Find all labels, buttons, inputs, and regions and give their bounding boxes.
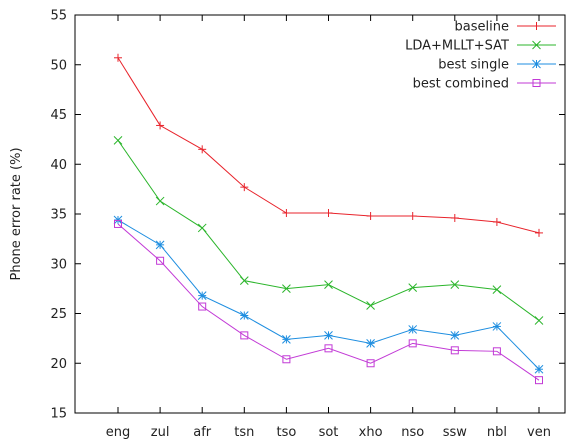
y-tick-label: 55: [50, 9, 67, 24]
data-point: [324, 344, 333, 353]
series-1: [113, 136, 544, 325]
series-line: [117, 140, 540, 321]
y-tick-label: 40: [50, 158, 67, 173]
x-tick-label: ssw: [443, 425, 468, 439]
data-point: [282, 355, 291, 364]
x-tick-label: xho: [359, 425, 383, 439]
data-point: [197, 223, 207, 233]
legend-swatch-marker: [532, 79, 541, 87]
legend: baseline LDA+MLLT+SAT best single best comb…: [405, 20, 556, 92]
y-tick-label: 45: [50, 108, 67, 123]
data-point: [450, 331, 460, 340]
legend-label: best single: [438, 58, 509, 73]
data-point: [408, 283, 418, 292]
data-point: [239, 276, 249, 286]
data-point: [324, 209, 333, 218]
data-point: [282, 284, 291, 293]
series-line: [117, 223, 540, 381]
data-point: [534, 364, 544, 374]
x-tick-label: afr: [193, 425, 212, 439]
data-point: [240, 331, 249, 340]
data-point: [408, 211, 417, 220]
y-axis: 15 20 25 30 35 40 45 50 55: [50, 9, 565, 422]
data-point: [366, 211, 375, 220]
y-axis-label: Phone error rate (%): [9, 147, 24, 280]
legend-label: baseline: [455, 20, 509, 35]
data-point: [114, 219, 122, 228]
data-point: [492, 347, 501, 356]
series-0: [114, 53, 543, 237]
y-tick-label: 50: [50, 58, 67, 73]
data-point: [366, 301, 375, 310]
x-tick-label: tso: [276, 425, 296, 439]
data-point: [198, 145, 207, 154]
series-group: [113, 53, 544, 385]
data-point: [535, 376, 543, 385]
data-point: [197, 291, 207, 300]
data-point: [324, 331, 333, 340]
data-point: [492, 285, 502, 294]
x-tick-label: nbl: [487, 425, 507, 439]
data-point: [324, 280, 333, 289]
data-point: [114, 53, 122, 62]
x-tick-label: ven: [527, 425, 551, 439]
x-axis: eng zul afr tsn tso sot xho nso ssw nbl ven: [106, 15, 551, 439]
data-point: [492, 217, 501, 226]
data-point: [408, 325, 418, 334]
data-point: [156, 256, 165, 265]
x-tick-label: sot: [319, 425, 339, 439]
data-point: [155, 240, 165, 250]
y-tick-label: 20: [50, 357, 67, 372]
y-tick-label: 15: [50, 407, 67, 422]
data-point: [198, 302, 207, 311]
legend-swatch-marker: [532, 22, 541, 30]
x-tick-label: tsn: [234, 425, 254, 439]
data-point: [450, 280, 460, 289]
data-point: [366, 359, 375, 368]
data-point: [239, 311, 249, 320]
legend-swatch-marker: [532, 59, 541, 69]
legend-label: best combined: [413, 77, 509, 92]
data-point: [240, 183, 249, 192]
data-point: [282, 335, 291, 344]
data-point: [408, 339, 417, 348]
data-point: [450, 213, 459, 222]
y-tick-label: 25: [50, 307, 67, 322]
series-line: [117, 219, 540, 370]
x-tick-label: eng: [106, 425, 131, 439]
data-point: [282, 209, 291, 218]
data-point: [535, 228, 543, 237]
x-tick-label: nso: [401, 425, 424, 439]
data-point: [534, 316, 544, 325]
x-tick-label: zul: [151, 425, 170, 439]
plot-area-frame: [74, 14, 566, 414]
data-point: [492, 322, 502, 331]
legend-label: LDA+MLLT+SAT: [405, 39, 509, 54]
data-point: [156, 121, 165, 130]
data-point: [155, 196, 165, 206]
y-tick-label: 30: [50, 257, 67, 272]
data-point: [366, 338, 375, 348]
data-point: [450, 346, 459, 355]
series-3: [114, 219, 543, 385]
legend-swatch-marker: [532, 40, 541, 50]
data-point: [113, 136, 123, 145]
series-2: [113, 215, 544, 374]
y-tick-label: 35: [50, 208, 67, 223]
